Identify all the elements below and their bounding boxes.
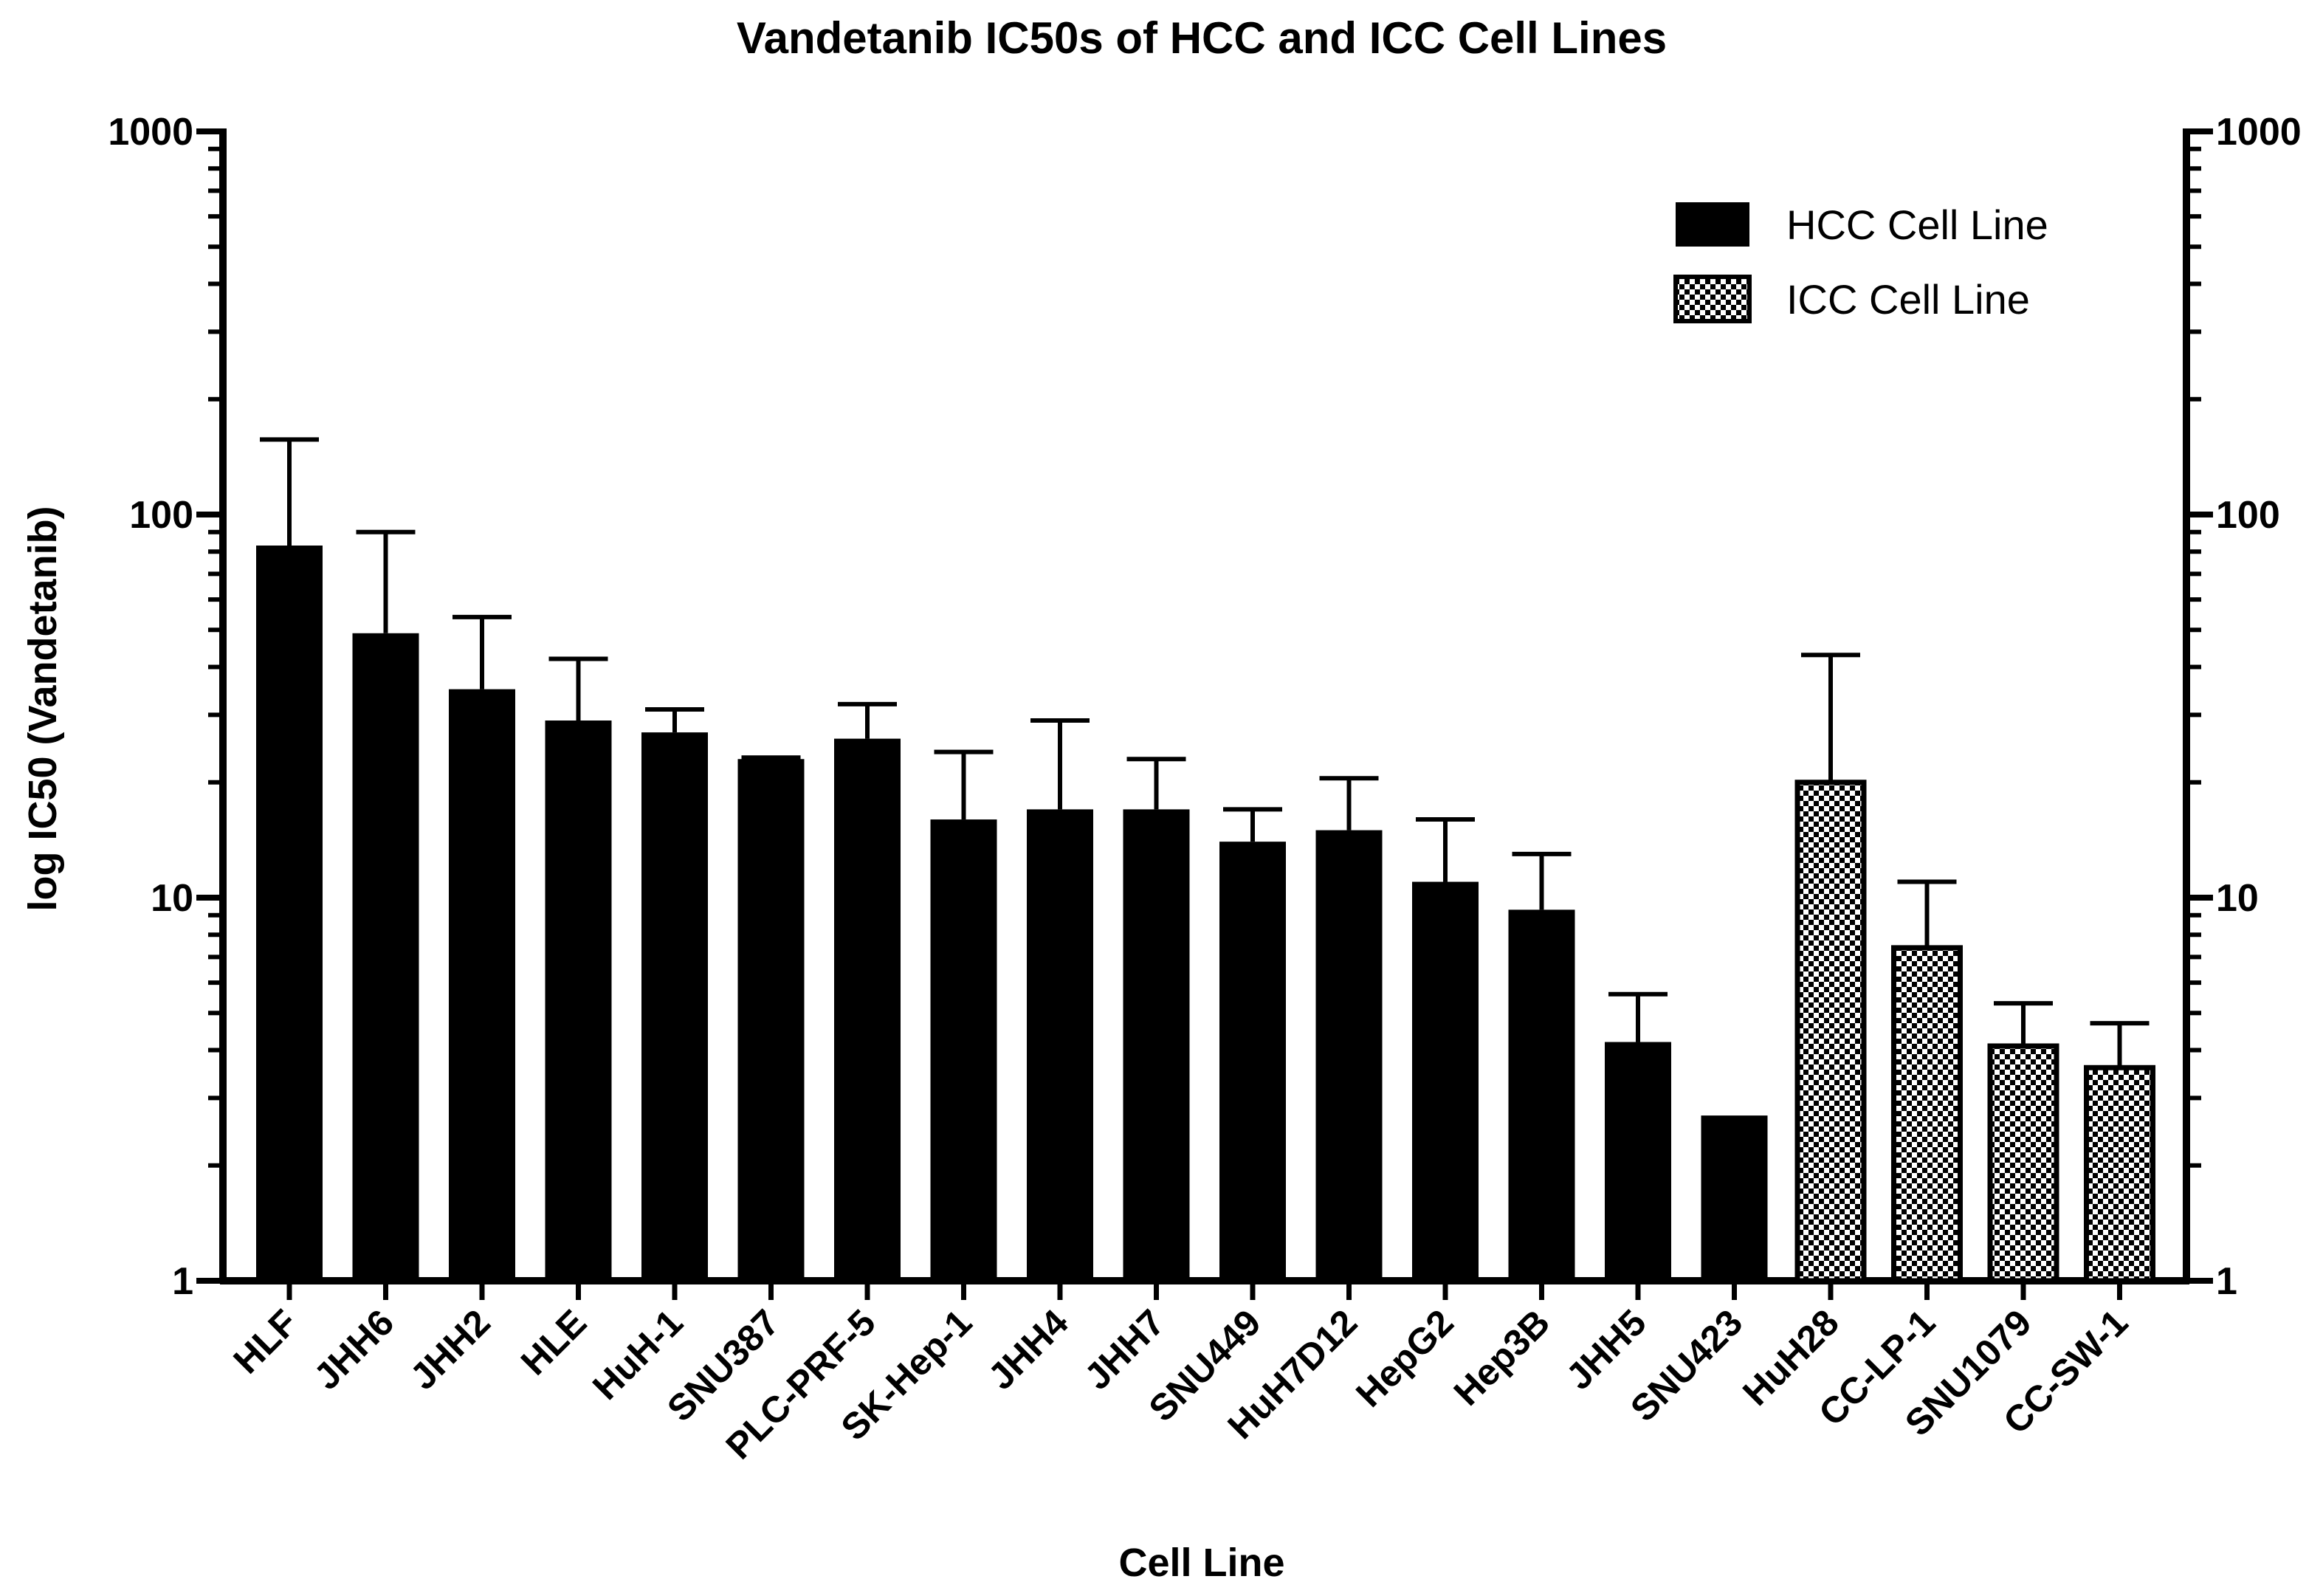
bar-hlf <box>256 545 323 1281</box>
bar-snu449 <box>1219 842 1286 1281</box>
y-axis-label: log IC50 (Vandetanib) <box>21 506 65 911</box>
chart-title: Vandetanib IC50s of HCC and ICC Cell Lin… <box>737 13 1667 63</box>
bar-sk-hep-1 <box>930 819 997 1281</box>
bar-snu1079 <box>1987 1043 2059 1284</box>
legend-label-icc: ICC Cell Line <box>1786 276 2030 323</box>
y-tick-label-left: 10 <box>151 877 193 920</box>
bar-jhh7 <box>1123 809 1190 1281</box>
bar-plc-prf-5 <box>834 738 901 1281</box>
legend-swatch-icc <box>1673 275 1752 323</box>
bar-huh7d12 <box>1315 830 1383 1281</box>
y-tick-label-right: 10 <box>2216 877 2259 920</box>
x-tick-label: HepG2 <box>1348 1301 1462 1415</box>
bar-snu387 <box>737 759 805 1281</box>
bar-jhh6 <box>352 633 419 1281</box>
x-tick-label: Hep3B <box>1446 1301 1558 1414</box>
bar-huh28 <box>1794 780 1867 1284</box>
legend-label-hcc: HCC Cell Line <box>1786 202 2048 248</box>
x-tick-label: JHH2 <box>402 1301 498 1397</box>
bar-hle <box>545 720 612 1281</box>
legend: HCC Cell Line ICC Cell Line <box>1673 202 2048 323</box>
category-labels: HLF JHH6 JHH2 HLEHuH-1SNU387PLC-PRF-5SK-Hep… <box>225 1301 2136 1467</box>
y-tick-label-left: 1 <box>172 1260 193 1303</box>
y-tick-label-right: 1000 <box>2216 111 2302 154</box>
legend-swatch-hcc <box>1676 202 1749 247</box>
bar-jhh2 <box>449 689 515 1281</box>
y-tick-label-left: 1000 <box>108 111 193 154</box>
bars <box>256 545 2155 1284</box>
bar-snu423 <box>1701 1115 1768 1281</box>
bar-cc-sw-1 <box>2084 1064 2155 1284</box>
bar-jhh5 <box>1605 1042 1671 1281</box>
y-tick-label-right: 1 <box>2216 1260 2237 1303</box>
x-tick-label: HLE <box>513 1301 594 1383</box>
x-tick-label: JHH6 <box>306 1301 402 1397</box>
bar-hepg2 <box>1412 881 1479 1281</box>
bar-hep3b <box>1508 909 1575 1281</box>
x-tick-label: HLF <box>225 1301 305 1381</box>
x-tick-label: JHH4 <box>980 1301 1076 1397</box>
x-axis-label: Cell Line <box>1118 1541 1284 1585</box>
error-bars <box>260 437 2150 1068</box>
y-tick-label-left: 100 <box>129 494 193 537</box>
bar-jhh4 <box>1027 809 1093 1281</box>
y-tick-label-right: 100 <box>2216 494 2280 537</box>
bar-cc-lp-1 <box>1891 945 1963 1284</box>
bar-huh-1 <box>641 732 708 1281</box>
